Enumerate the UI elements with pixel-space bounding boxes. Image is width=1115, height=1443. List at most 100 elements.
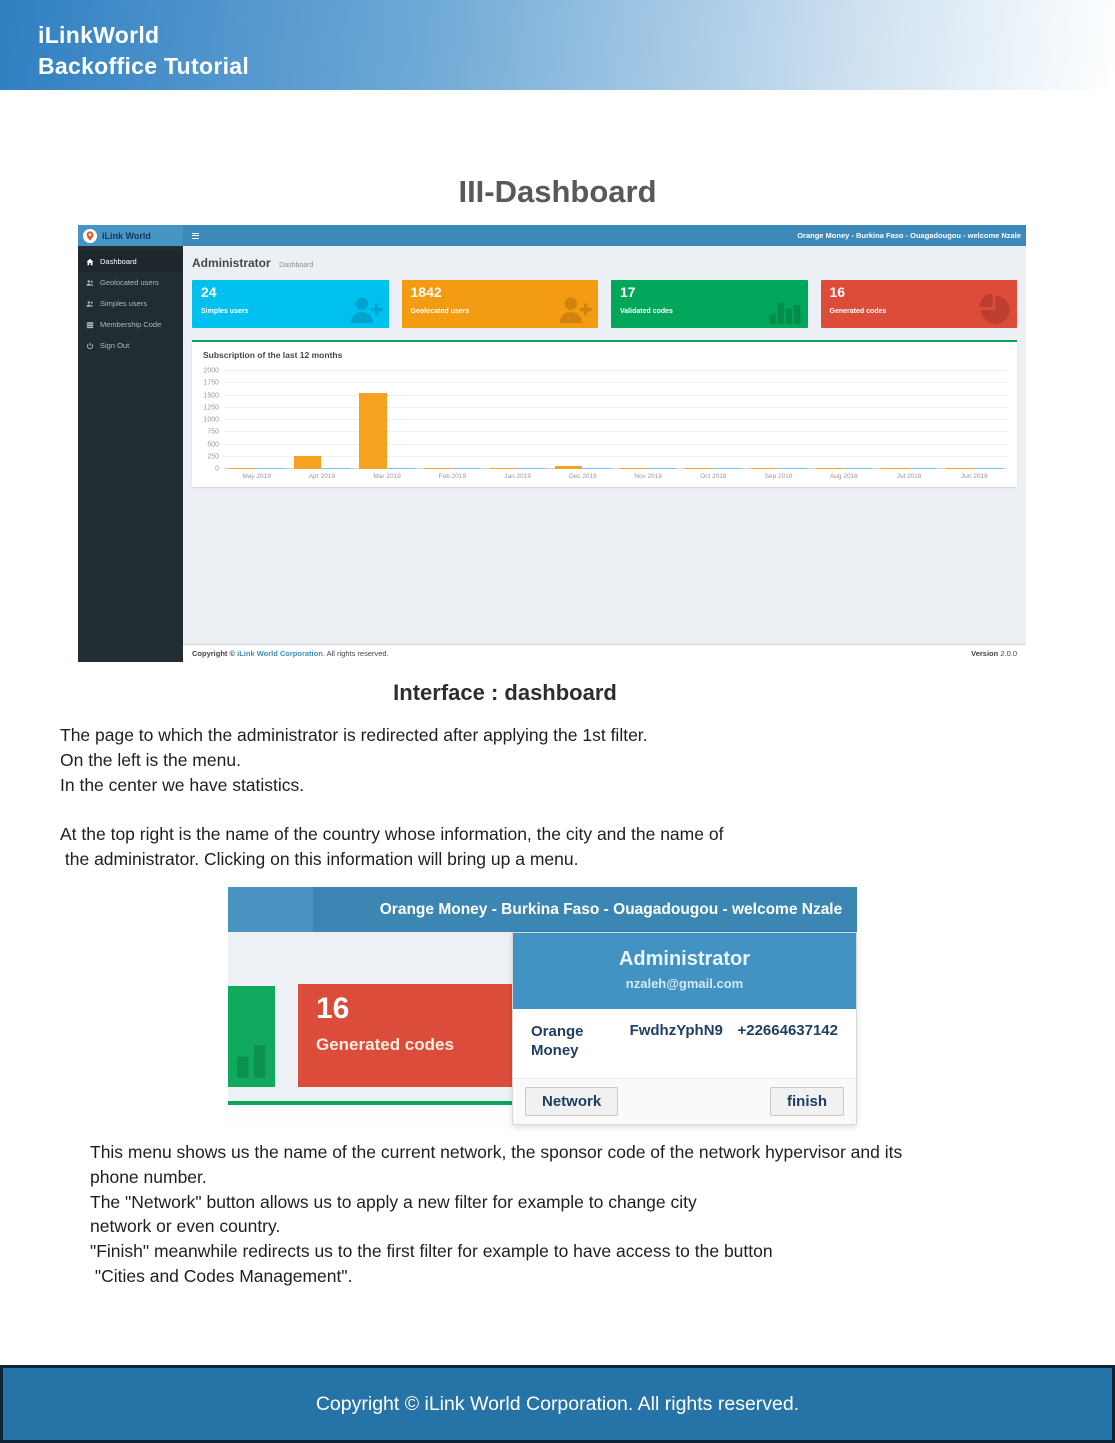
bar-group	[616, 371, 681, 469]
chart-panel-top-border	[228, 1101, 705, 1105]
chart-body: 2000 1750 1500 1250 1000 750 500 250 0 May 2019 A…	[198, 367, 1007, 480]
gridline	[224, 370, 1007, 371]
list-icon	[86, 321, 94, 329]
gridline	[224, 419, 1007, 420]
paragraph-line: At the top right is the name of the coun…	[60, 824, 724, 845]
bar-secondary	[974, 468, 1003, 469]
hamburger-icon[interactable]	[192, 231, 199, 240]
sidebar-item-label: Dashboard	[100, 257, 137, 266]
y-tick-label: 0	[215, 465, 219, 473]
users-icon	[86, 300, 94, 308]
bar-subscriptions	[489, 468, 518, 469]
stat-label: Validated codes	[620, 308, 673, 315]
bar-subscriptions	[946, 468, 974, 469]
x-tick-label: Jun 2018	[961, 473, 988, 480]
brand[interactable]: iLink World	[78, 225, 183, 246]
bar-secondary	[909, 468, 938, 469]
bar-secondary	[518, 468, 546, 469]
gridline	[224, 455, 1007, 457]
bar-secondary	[257, 468, 285, 469]
gridline	[224, 468, 1007, 469]
page-footer-text: Copyright © iLink World Corporation. All…	[315, 1392, 800, 1415]
y-tick-label: 1750	[203, 379, 219, 387]
chart-plot	[224, 370, 1007, 469]
bar-secondary	[322, 468, 350, 469]
sidebar-item-label: Simples users	[100, 299, 148, 308]
paragraph-line: This menu shows us the name of the curre…	[90, 1142, 903, 1162]
bar-group	[942, 371, 1007, 469]
bar-subscriptions	[620, 468, 648, 469]
bar-chart-icon	[767, 293, 803, 327]
page-title: Administrator	[192, 256, 271, 270]
navbar-user-info[interactable]: Orange Money - Burkina Faso - Ouagadougo…	[797, 231, 1021, 240]
x-tick-label: Apr 2019	[308, 473, 336, 480]
phone-number: +22664637142	[737, 1022, 838, 1039]
dropdown-email: nzaleh@gmail.com	[625, 976, 744, 991]
company-link[interactable]: iLink World Corporation	[237, 649, 323, 658]
paragraph-line: The page to which the administrator is r…	[60, 725, 648, 745]
x-tick-label: Mar 2019	[373, 473, 401, 480]
bar-secondary	[452, 467, 481, 469]
stat-card-validated-codes: 17 Validated codes	[611, 280, 808, 328]
bar-group	[877, 371, 942, 469]
sidebar-item-geolocated-users[interactable]: Geolocated users	[78, 272, 183, 293]
section-title: III-Dashboard	[458, 174, 657, 209]
dropdown-title: Administrator	[618, 948, 751, 970]
stat-card-generated-codes: 16 Generated codes	[820, 280, 1017, 328]
gridline	[224, 382, 1007, 384]
paragraph-2: This menu shows us the name of the curre…	[90, 1140, 1100, 1289]
paragraph-line	[60, 797, 1060, 822]
sidebar-item-sign-out[interactable]: Sign Out	[78, 335, 183, 356]
bar-group	[746, 371, 811, 469]
bar-subscriptions	[881, 468, 909, 469]
paragraph-1: The page to which the administrator is r…	[60, 723, 1060, 872]
bar-secondary	[648, 468, 677, 469]
menu-body: 16 Generated codes Administrator nzaleh@…	[228, 932, 857, 1130]
menu-screenshot: Orange Money - Burkina Faso - Ouagadougo…	[228, 887, 857, 1130]
stat-value: 1842	[410, 284, 442, 300]
dashboard-content: Administrator Dashboard 24 Simples users	[183, 246, 1026, 662]
sidebar: Dashboard Geolocated users Simples users	[78, 246, 183, 662]
bar-group	[420, 371, 485, 469]
gridline	[224, 406, 1007, 408]
dropdown-footer: Network finish	[513, 1078, 856, 1124]
bar-subscriptions	[554, 466, 583, 469]
bar-secondary	[779, 468, 807, 469]
paragraph-line: In the center we have statistics.	[60, 774, 305, 795]
bar-subscriptions	[815, 468, 844, 469]
bar-group	[550, 371, 615, 469]
y-tick-label: 1500	[203, 392, 219, 399]
menu-topbar: Orange Money - Burkina Faso - Ouagadougo…	[228, 887, 857, 932]
bar-subscriptions	[228, 468, 257, 469]
sidebar-item-simples-users[interactable]: Simples users	[78, 293, 183, 314]
paragraph-line: On the left is the menu.	[60, 749, 241, 770]
x-tick-label: Jan 2019	[504, 473, 531, 480]
network-name: Orange Money	[531, 1023, 584, 1059]
bar-group	[355, 371, 420, 469]
paragraph-line: the administrator. Clicking on this info…	[60, 848, 579, 869]
sidebar-item-dashboard[interactable]: Dashboard	[78, 251, 183, 272]
topbar-user-info[interactable]: Orange Money - Burkina Faso - Ouagadougo…	[379, 900, 843, 918]
dashboard-navbar: iLink World Orange Money - Burkina Faso …	[78, 225, 1026, 246]
stat-value: 16	[316, 992, 350, 1025]
paragraph-line: "Finish" meanwhile redirects us to the f…	[90, 1241, 773, 1262]
stat-value: 24	[201, 284, 217, 300]
sidebar-item-membership-code[interactable]: Membership Code	[78, 314, 183, 335]
chart-main: May 2019 Apr 2019 Mar 2019 Feb 2019 Jan 2019…	[224, 370, 1007, 480]
content-heading: Administrator Dashboard	[192, 254, 1017, 272]
paragraph-line: "Cities and Codes Management".	[90, 1265, 353, 1286]
paragraph-line: The "Network" button allows us to apply …	[90, 1191, 697, 1212]
stat-value: 16	[829, 284, 846, 300]
validated-codes-card-partial	[228, 986, 275, 1087]
x-tick-label: Nov 2018	[634, 473, 663, 480]
network-button[interactable]: Network	[525, 1087, 619, 1116]
paragraph-line: network or even country.	[90, 1216, 281, 1237]
user-plus-icon	[557, 293, 593, 327]
finish-button[interactable]: finish	[770, 1087, 844, 1116]
stat-card-geolocated-users: 1842 Geolocated users	[401, 280, 598, 328]
chart-y-axis: 2000 1750 1500 1250 1000 750 500 250 0	[198, 367, 224, 473]
y-tick-label: 2000	[203, 367, 219, 375]
bar-secondary	[387, 467, 416, 469]
gridline	[224, 431, 1007, 433]
